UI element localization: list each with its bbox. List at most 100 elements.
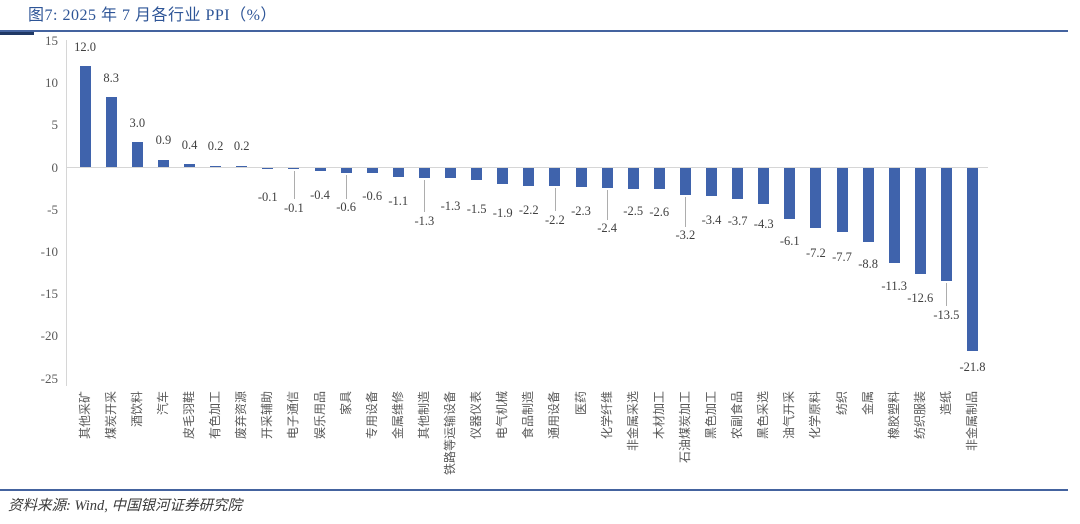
y-axis-tick-label: 10: [45, 75, 58, 91]
bar-value-label: -2.3: [571, 204, 591, 219]
x-axis-category-label: 木材加工: [651, 391, 666, 440]
bar-value-label: -0.6: [336, 200, 356, 215]
x-axis-category-label: 化学纤维: [599, 391, 614, 440]
x-axis-category-label: 仪器仪表: [469, 391, 484, 440]
x-axis-category-label: 电子通信: [286, 391, 301, 440]
bar: [497, 167, 509, 184]
x-axis-category-label: 纺织服装: [912, 391, 927, 440]
bar-value-label: -3.2: [675, 228, 696, 242]
figure-title: 图7: 2025 年 7 月各行业 PPI（%）: [28, 7, 277, 24]
bar: [888, 167, 900, 263]
bar-value-label: -2.2: [518, 202, 539, 217]
x-axis-category-label: 废弃资源: [234, 391, 249, 440]
x-axis-category-label: 纺织: [834, 391, 849, 416]
label-leader-line: [554, 188, 556, 212]
x-axis-category-label: 开采辅助: [260, 391, 275, 440]
x-axis-category-label: 黑色加工: [704, 391, 718, 440]
x-axis-category-label: 酒饮料: [129, 391, 144, 428]
x-axis-category-label: 医药: [573, 391, 588, 416]
bar-value-label: 0.9: [155, 133, 172, 148]
label-leader-line: [346, 174, 348, 199]
bar-value-label: -2.5: [623, 204, 644, 219]
bar-value-label: -3.4: [701, 212, 722, 227]
x-axis-category-label: 食品制造: [521, 391, 536, 440]
y-axis-tick-label: -10: [40, 243, 58, 259]
bar: [340, 167, 352, 173]
bar-value-label: 0.2: [233, 139, 250, 154]
bar-value-label: -1.9: [492, 206, 513, 221]
bar-value-label: -12.6: [907, 291, 934, 306]
y-axis-tick-label: 5: [51, 117, 59, 133]
bar: [131, 142, 143, 168]
y-axis-tick-label: 15: [45, 32, 58, 48]
y-axis-tick-label: 0: [51, 159, 59, 175]
bar: [914, 167, 926, 274]
x-axis-category-label: 煤炭开采: [103, 391, 118, 440]
bar: [758, 167, 770, 204]
bar: [79, 66, 91, 168]
bar-value-label: 0.4: [181, 137, 198, 152]
bar-value-label: -7.2: [805, 245, 826, 260]
x-axis-category-label: 非金属采选: [625, 391, 640, 452]
bar-value-label: 8.3: [103, 70, 119, 85]
y-axis-tick-label: -15: [40, 286, 58, 302]
bar-value-label: -21.8: [959, 359, 986, 374]
x-axis-category-label: 农副食品: [730, 391, 745, 440]
bar-value-label: -11.3: [881, 279, 907, 294]
x-axis-category-label: 有色加工: [208, 391, 223, 440]
bar-value-label: -1.3: [414, 213, 435, 228]
bar-value-label: -0.1: [283, 200, 304, 215]
x-axis-category-label: 娱乐用品: [312, 391, 327, 440]
bar-value-label: -7.7: [832, 249, 852, 264]
bar: [445, 167, 456, 179]
bar: [967, 167, 978, 352]
bar-value-label: 3.0: [129, 115, 146, 130]
x-axis-category-label: 非金属制品: [965, 391, 979, 452]
bar: [706, 167, 717, 197]
y-axis-line: [66, 40, 67, 386]
bar-value-label: -0.6: [362, 189, 383, 204]
x-axis-category-label: 油气开采: [782, 391, 797, 440]
x-axis-category-label: 其他采矿: [77, 391, 92, 440]
x-axis-category-label: 橡胶塑料: [886, 391, 901, 440]
source-note: 资料来源: Wind, 中国银河证券研究院: [8, 498, 243, 514]
bar-value-label: 0.2: [207, 139, 224, 154]
bar: [810, 167, 822, 229]
label-leader-line: [424, 180, 426, 213]
bar: [418, 167, 430, 179]
bar: [601, 167, 613, 188]
bar-value-label: -3.7: [727, 214, 748, 229]
x-axis-category-label: 其他制造: [416, 391, 431, 440]
bottom-divider-line: [0, 489, 1068, 491]
bar-value-label: -0.4: [310, 188, 330, 203]
x-axis-category-label: 家具: [338, 391, 353, 416]
bar: [262, 167, 274, 169]
x-axis-category-label: 专用设备: [364, 391, 379, 440]
x-axis-category-label: 金属: [860, 391, 875, 416]
bar: [575, 167, 587, 187]
bar-value-label: -6.1: [779, 234, 800, 249]
bar: [679, 167, 691, 195]
bar-value-label: -2.2: [544, 212, 565, 227]
bar: [784, 167, 796, 219]
x-axis-category-label: 皮毛羽鞋: [182, 391, 196, 440]
x-axis-category-label: 造纸: [938, 391, 953, 416]
y-axis-tick-label: -25: [40, 370, 58, 386]
bar: [288, 167, 300, 169]
bar-value-label: 12.0: [74, 39, 97, 54]
rule-accent-stub: [0, 32, 34, 35]
x-axis-category-label: 汽车: [155, 391, 170, 416]
bar: [314, 167, 326, 171]
bar-value-label: -1.1: [388, 194, 409, 209]
bar: [549, 167, 561, 187]
bar: [392, 167, 404, 177]
bar: [210, 165, 222, 168]
bar: [653, 167, 665, 190]
bar-value-label: -0.1: [257, 189, 278, 204]
x-axis-category-label: 黑色采选: [756, 391, 771, 440]
label-leader-line: [607, 189, 609, 220]
y-axis-tick-label: -20: [40, 328, 58, 344]
bar-value-label: -13.5: [933, 307, 960, 322]
